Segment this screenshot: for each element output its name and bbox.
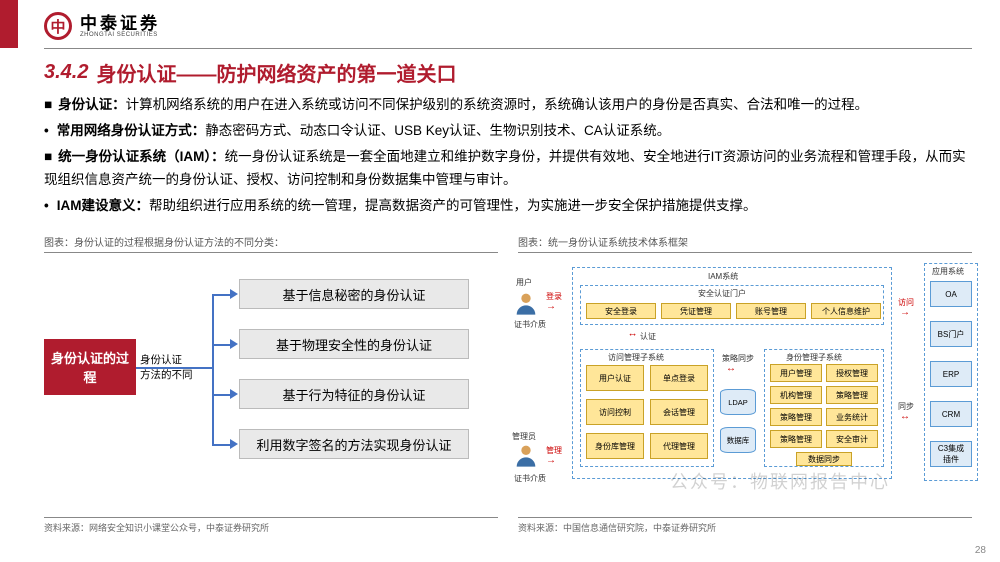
- brand-name-cn: 中泰证券: [80, 15, 160, 32]
- arrow-icon: ↕: [627, 332, 638, 337]
- identity-box: 用户管理: [770, 364, 822, 382]
- cert-label-1: 证书介质: [514, 319, 546, 330]
- access-box: 代理管理: [650, 433, 708, 459]
- flow-leaf: 基于行为特征的身份认证: [239, 379, 469, 409]
- identity-box: 数据同步: [796, 452, 852, 466]
- access-box: 身份库管理: [586, 433, 644, 459]
- brand-name-en: ZHONGTAI SECURITIES: [80, 32, 160, 38]
- admin-label: 管理员: [512, 431, 536, 442]
- identity-box: 策略管理: [826, 386, 878, 404]
- app-box: ERP: [930, 361, 972, 387]
- bullet-list: 身份认证：计算机网络系统的用户在进入系统或访问不同保护级别的系统资源时，系统确认…: [44, 94, 972, 221]
- portal-box: 安全登录: [586, 303, 656, 319]
- iam-title: IAM系统: [708, 271, 738, 282]
- app-box: CRM: [930, 401, 972, 427]
- right-chart-body: 用户 证书介质 管理员 证书介质 登录 → 管理 → IAM系统 安全认证门户 …: [518, 261, 972, 517]
- bullet-item: 常用网络身份认证方式：静态密码方式、动态口令认证、USB Key认证、生物识别技…: [44, 120, 972, 143]
- identity-box: 安全审计: [826, 430, 878, 448]
- arrow-icon: →: [546, 301, 556, 312]
- ldap-cylinder: LDAP: [720, 389, 756, 415]
- arrow-icon: ↔: [900, 411, 910, 422]
- access-box: 会话管理: [650, 399, 708, 425]
- identity-box: 策略管理: [770, 408, 822, 426]
- db-cylinder: 数据库: [720, 427, 756, 453]
- bullet-item: IAM建设意义：帮助组织进行应用系统的统一管理，提高数据资产的可管理性，为实施进…: [44, 195, 972, 218]
- identity-box: 策略管理: [770, 430, 822, 448]
- arrow-icon: →: [546, 455, 556, 466]
- cert-label-2: 证书介质: [514, 473, 546, 484]
- flow-leaf: 基于物理安全性的身份认证: [239, 329, 469, 359]
- left-chart-source: 资料来源：网络安全知识小课堂公众号，中泰证券研究所: [44, 517, 498, 534]
- user-label: 用户: [516, 277, 532, 288]
- bullet-item: 身份认证：计算机网络系统的用户在进入系统或访问不同保护级别的系统资源时，系统确认…: [44, 94, 972, 117]
- portal-title: 安全认证门户: [698, 288, 746, 299]
- portal-box: 账号管理: [736, 303, 806, 319]
- user-icon: [512, 289, 540, 317]
- page-number: 28: [975, 545, 986, 556]
- right-chart: 图表：统一身份认证系统技术体系框架 用户 证书介质 管理员 证书介质 登录 → …: [518, 234, 972, 534]
- header-divider: [44, 48, 972, 49]
- bullet-item: 统一身份认证系统（IAM）：统一身份认证系统是一套全面地建立和维护数字身份，并提…: [44, 146, 972, 192]
- admin-icon: [512, 441, 540, 469]
- app-box: BS门户: [930, 321, 972, 347]
- arrow-icon: ↔: [726, 363, 736, 374]
- left-chart: 图表：身份认证的过程根据身份认证方法的不同分类： 身份认证的过程 身份认证 方法…: [44, 234, 498, 534]
- access-box: 单点登录: [650, 365, 708, 391]
- app-box: C3集成插件: [930, 441, 972, 467]
- apps-title: 应用系统: [932, 266, 964, 277]
- identity-box: 机构管理: [770, 386, 822, 404]
- portal-box: 个人信息维护: [811, 303, 881, 319]
- app-box: OA: [930, 281, 972, 307]
- logo-mark: 中: [44, 12, 72, 40]
- access-title: 访问管理子系统: [608, 352, 664, 363]
- identity-box: 业务统计: [826, 408, 878, 426]
- flow-root: 身份认证的过程: [44, 339, 136, 395]
- left-chart-body: 身份认证的过程 身份认证 方法的不同 基于信息秘密的身份认证基于物理安全性的身份…: [44, 261, 498, 517]
- identity-title: 身份管理子系统: [786, 352, 842, 363]
- section-heading: 3.4.2 身份认证——防护网络资产的第一道关口: [44, 58, 456, 87]
- access-box: 访问控制: [586, 399, 644, 425]
- right-chart-source: 资料来源：中国信息通信研究院，中泰证券研究所: [518, 517, 972, 534]
- left-chart-label: 图表：身份认证的过程根据身份认证方法的不同分类：: [44, 234, 498, 253]
- right-chart-label: 图表：统一身份认证系统技术体系框架: [518, 234, 972, 253]
- flow-leaf: 基于信息秘密的身份认证: [239, 279, 469, 309]
- accent-bar: [0, 0, 18, 48]
- arrow-icon: →: [900, 307, 910, 318]
- auth-label: 认证: [640, 331, 656, 342]
- portal-box: 凭证管理: [661, 303, 731, 319]
- section-number: 3.4.2: [44, 61, 88, 84]
- brand-logo: 中 中泰证券 ZHONGTAI SECURITIES: [44, 12, 160, 40]
- charts-row: 图表：身份认证的过程根据身份认证方法的不同分类： 身份认证的过程 身份认证 方法…: [44, 234, 972, 534]
- identity-box: 授权管理: [826, 364, 878, 382]
- section-title: 身份认证——防护网络资产的第一道关口: [96, 58, 456, 87]
- access-box: 用户认证: [586, 365, 644, 391]
- flow-leaf: 利用数字签名的方法实现身份认证: [239, 429, 469, 459]
